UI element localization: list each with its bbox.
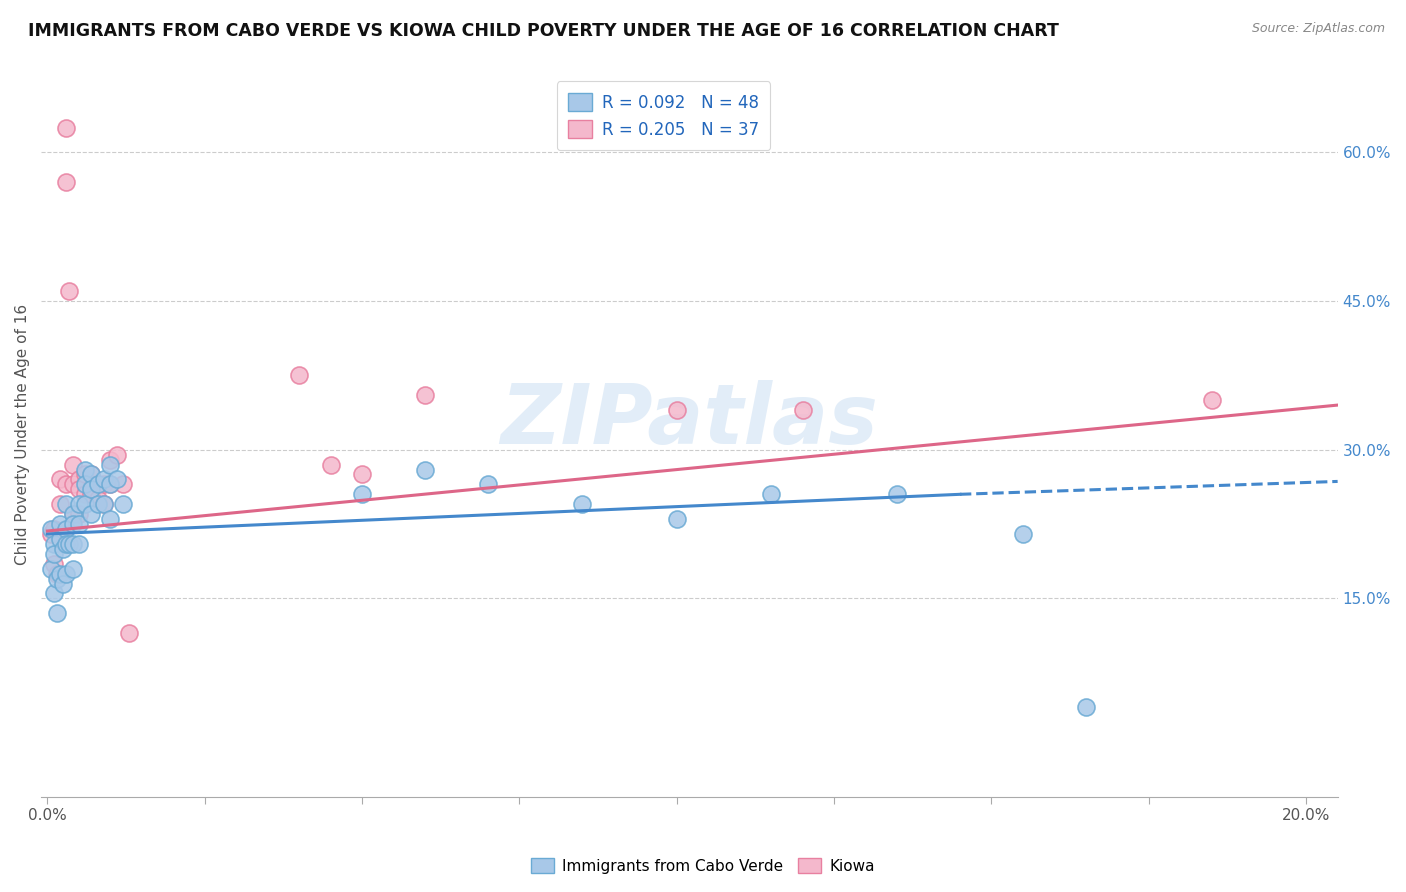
Point xyxy=(87,477,110,491)
Point xyxy=(665,512,688,526)
Point xyxy=(67,507,90,521)
Point xyxy=(93,497,115,511)
Point xyxy=(75,467,97,482)
Point xyxy=(42,522,65,536)
Point xyxy=(62,477,84,491)
Point xyxy=(1074,700,1097,714)
Point xyxy=(39,527,62,541)
Point xyxy=(665,403,688,417)
Point xyxy=(352,487,374,501)
Point xyxy=(39,522,62,536)
Point xyxy=(413,462,436,476)
Point xyxy=(80,507,103,521)
Point xyxy=(87,497,110,511)
Point xyxy=(319,458,342,472)
Point xyxy=(413,388,436,402)
Point xyxy=(1201,393,1223,408)
Point xyxy=(58,537,80,551)
Legend: R = 0.092   N = 48, R = 0.205   N = 37: R = 0.092 N = 48, R = 0.205 N = 37 xyxy=(557,81,770,151)
Text: IMMIGRANTS FROM CABO VERDE VS KIOWA CHILD POVERTY UNDER THE AGE OF 16 CORRELATIO: IMMIGRANTS FROM CABO VERDE VS KIOWA CHIL… xyxy=(28,22,1059,40)
Point xyxy=(67,483,90,497)
Point xyxy=(111,477,134,491)
Point xyxy=(98,458,121,472)
Point xyxy=(105,448,128,462)
Point xyxy=(477,477,499,491)
Point xyxy=(49,566,72,581)
Point xyxy=(80,467,103,482)
Point xyxy=(62,507,84,521)
Text: Source: ZipAtlas.com: Source: ZipAtlas.com xyxy=(1251,22,1385,36)
Point xyxy=(52,576,75,591)
Point xyxy=(886,487,908,501)
Point xyxy=(792,403,814,417)
Point xyxy=(42,557,65,571)
Point xyxy=(93,497,115,511)
Point xyxy=(93,477,115,491)
Point xyxy=(49,472,72,486)
Point xyxy=(761,487,783,501)
Point xyxy=(98,477,121,491)
Point xyxy=(352,467,374,482)
Point xyxy=(93,472,115,486)
Point xyxy=(42,537,65,551)
Point xyxy=(80,483,103,497)
Legend: Immigrants from Cabo Verde, Kiowa: Immigrants from Cabo Verde, Kiowa xyxy=(526,852,880,880)
Point xyxy=(288,368,311,383)
Point xyxy=(55,537,77,551)
Point xyxy=(98,477,121,491)
Point xyxy=(62,537,84,551)
Point xyxy=(75,462,97,476)
Point xyxy=(49,516,72,531)
Point xyxy=(75,487,97,501)
Point xyxy=(111,497,134,511)
Point xyxy=(80,467,103,482)
Point xyxy=(55,566,77,581)
Point xyxy=(58,284,80,298)
Point xyxy=(67,472,90,486)
Point xyxy=(67,516,90,531)
Point xyxy=(55,522,77,536)
Point xyxy=(67,537,90,551)
Point xyxy=(80,487,103,501)
Y-axis label: Child Poverty Under the Age of 16: Child Poverty Under the Age of 16 xyxy=(15,304,30,566)
Point xyxy=(62,562,84,576)
Point xyxy=(1012,527,1035,541)
Point xyxy=(75,477,97,491)
Point xyxy=(42,547,65,561)
Point xyxy=(87,477,110,491)
Point xyxy=(87,492,110,507)
Point xyxy=(52,541,75,556)
Point xyxy=(42,586,65,600)
Point xyxy=(39,562,62,576)
Point xyxy=(67,497,90,511)
Point xyxy=(62,507,84,521)
Point xyxy=(45,572,67,586)
Point xyxy=(62,458,84,472)
Point xyxy=(45,607,67,621)
Point xyxy=(52,527,75,541)
Point xyxy=(45,566,67,581)
Point xyxy=(49,532,72,546)
Point xyxy=(571,497,593,511)
Point xyxy=(55,120,77,135)
Point xyxy=(49,497,72,511)
Point xyxy=(98,512,121,526)
Point xyxy=(55,497,77,511)
Point xyxy=(75,497,97,511)
Point xyxy=(55,477,77,491)
Text: ZIPatlas: ZIPatlas xyxy=(501,380,879,461)
Point xyxy=(105,472,128,486)
Point xyxy=(118,626,141,640)
Point xyxy=(98,452,121,467)
Point xyxy=(55,175,77,189)
Point xyxy=(62,516,84,531)
